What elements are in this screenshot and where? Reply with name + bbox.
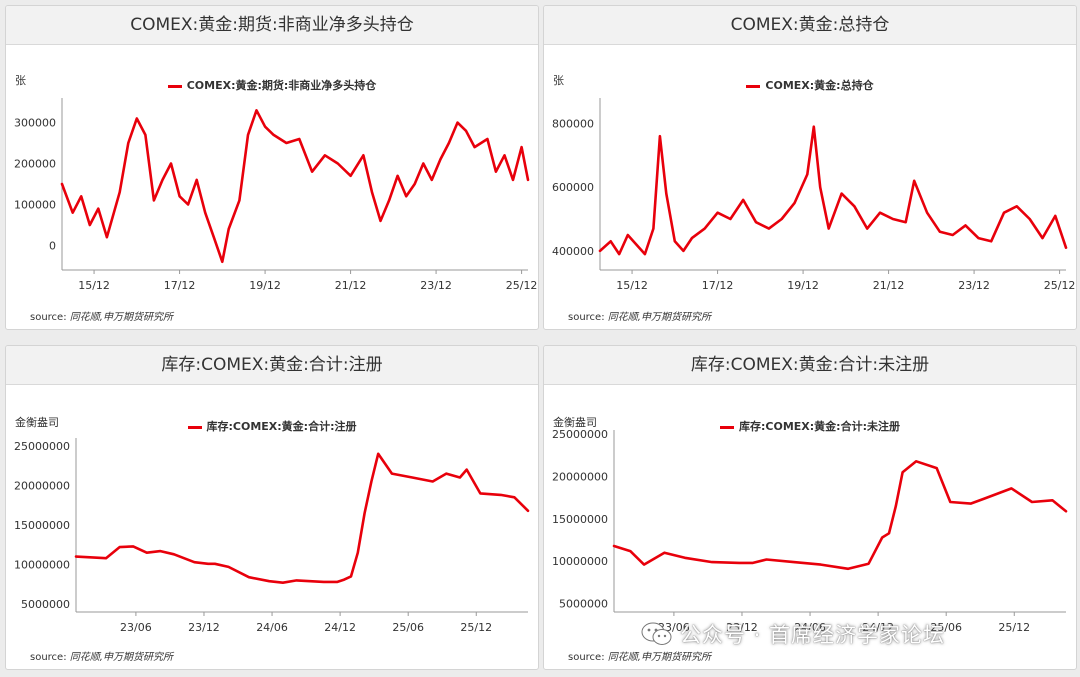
chart-title: COMEX:黄金:期货:非商业净多头持仓 [6,6,538,45]
x-tick-label: 21/12 [873,279,905,292]
x-tick-label: 19/12 [787,279,819,292]
source-note: source: 同花顺,申万期货研究所 [30,652,173,663]
chart-panel-net-long: COMEX:黄金:期货:非商业净多头持仓 张 COMEX:黄金:期货:非商业净多… [5,5,539,330]
x-tick-label: 25/12 [1044,279,1076,292]
series-line [612,460,1068,571]
legend-label: COMEX:黄金:期货:非商业净多头持仓 [186,79,377,92]
legend-label: COMEX:黄金:总持仓 [765,79,874,92]
chart-legend: COMEX:黄金:期货:非商业净多头持仓 [6,77,538,93]
series-line [60,109,530,264]
y-tick-label: 10000000 [552,555,608,568]
chart-title: COMEX:黄金:总持仓 [544,6,1076,45]
source-note: source: 同花顺,申万期货研究所 [568,652,711,663]
y-tick-label: 200000 [14,158,56,171]
y-tick-label: 15000000 [14,519,70,532]
legend-swatch [720,425,735,429]
y-tick-label: 5000000 [559,598,608,611]
x-tick-label: 21/12 [335,279,367,292]
y-tick-label: 800000 [552,117,594,130]
chart-panel-eligible: 库存:COMEX:黄金:合计:未注册 金衡盎司 库存:COMEX:黄金:合计:未… [543,345,1077,670]
y-tick-label: 25000000 [552,428,608,441]
x-tick-label: 24/06 [256,621,288,634]
y-unit-label: 金衡盎司 [15,416,59,429]
y-tick-label: 300000 [14,117,56,130]
x-tick-label: 19/12 [249,279,281,292]
x-tick-label: 24/12 [324,621,356,634]
x-tick-label: 15/12 [616,279,648,292]
legend-swatch [746,84,761,88]
x-tick-label: 23/12 [188,621,220,634]
chart-title: 库存:COMEX:黄金:合计:未注册 [544,346,1076,385]
x-tick-label: 24/06 [794,621,826,634]
line-chart: 5000000 10000000 15000000 20000000 25000000 2… [14,438,530,634]
x-tick-label: 15/12 [78,279,110,292]
chart-title: 库存:COMEX:黄金:合计:注册 [6,346,538,385]
y-unit-label: 张 [553,74,564,87]
y-tick-label: 20000000 [14,479,70,492]
source-note: source: 同花顺,申万期货研究所 [568,312,711,323]
chart-legend: 库存:COMEX:黄金:合计:未注册 [544,418,1076,434]
y-tick-label: 5000000 [21,598,70,611]
watermark: 公众号 · 首席经济学家论坛 [640,615,1070,653]
series-line [74,452,530,584]
line-chart: 400000 600000 800000 15/12 17/12 19/12 21/12 23… [552,98,1076,292]
x-tick-label: 24/12 [862,621,894,634]
y-tick-label: 15000000 [552,513,608,526]
x-tick-label: 25/12 [460,621,492,634]
chart-legend: COMEX:黄金:总持仓 [544,77,1076,93]
line-chart: 0 100000 200000 300000 15/12 17/12 19/12 21/12 2… [14,98,538,292]
source-note: source: 同花顺,申万期货研究所 [30,312,173,323]
y-tick-label: 20000000 [552,471,608,484]
legend-swatch [187,425,202,429]
x-tick-label: 23/12 [420,279,452,292]
y-tick-label: 10000000 [14,559,70,572]
legend-label: 库存:COMEX:黄金:合计:注册 [206,420,357,433]
series-line [598,125,1068,256]
watermark-text: 公众号 · 首席经济学家论坛 [680,623,946,647]
y-unit-label: 金衡盎司 [553,416,597,429]
chart-panel-registered: 库存:COMEX:黄金:合计:注册 金衡盎司 库存:COMEX:黄金:合计:注册… [5,345,539,670]
x-tick-label: 23/06 [120,621,152,634]
chart-legend: 库存:COMEX:黄金:合计:注册 [6,418,538,434]
legend-label: 库存:COMEX:黄金:合计:未注册 [739,420,900,433]
x-tick-label: 25/06 [930,621,962,634]
x-tick-label: 23/12 [726,621,758,634]
line-chart: 5000000 10000000 15000000 20000000 25000000 2… [552,428,1068,634]
x-tick-label: 25/12 [998,621,1030,634]
y-tick-label: 0 [49,239,56,252]
wechat-icon [641,622,672,645]
y-tick-label: 600000 [552,181,594,194]
x-tick-label: 25/06 [392,621,424,634]
legend-swatch [167,84,182,88]
y-unit-label: 张 [15,74,26,87]
y-tick-label: 25000000 [14,440,70,453]
x-tick-label: 17/12 [702,279,734,292]
x-tick-label: 17/12 [164,279,196,292]
chart-panel-total-oi: COMEX:黄金:总持仓 张 COMEX:黄金:总持仓 400000 600000… [543,5,1077,330]
x-tick-label: 25/12 [506,279,538,292]
y-tick-label: 100000 [14,198,56,211]
x-tick-label: 23/12 [958,279,990,292]
y-tick-label: 400000 [552,245,594,258]
